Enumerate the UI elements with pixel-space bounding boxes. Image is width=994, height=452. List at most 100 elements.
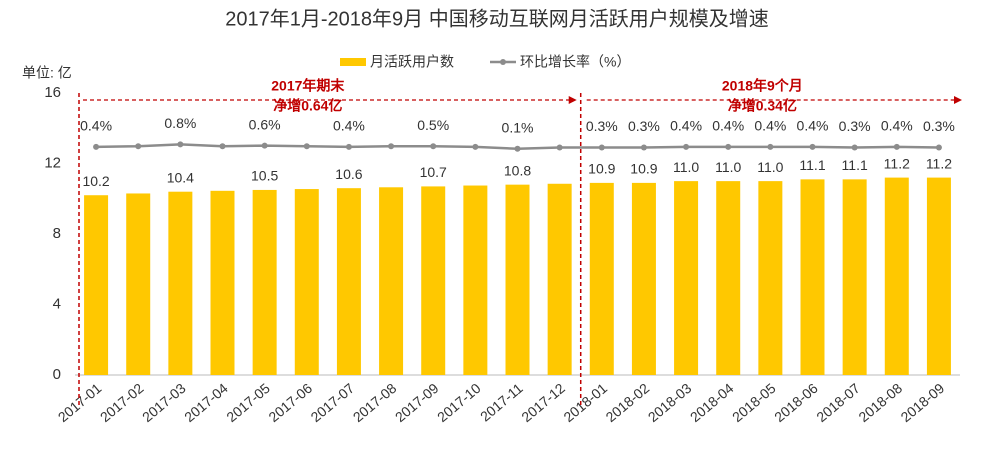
line-value-label: 0.1%	[502, 119, 534, 135]
legend-swatch	[340, 58, 366, 66]
legend-swatch	[500, 59, 506, 65]
legend-label: 环比增长率（%）	[520, 54, 630, 70]
line-point	[851, 144, 858, 151]
bar-value-label: 10.9	[588, 161, 615, 177]
bar	[800, 179, 825, 375]
x-tick-label: 2018-01	[560, 380, 610, 425]
y-tick-label: 16	[44, 84, 61, 101]
x-tick-label: 2017-02	[97, 380, 147, 425]
x-tick-label: 2017-12	[518, 380, 568, 425]
bar	[926, 177, 951, 375]
x-tick-label: 2017-11	[477, 380, 526, 425]
line-point	[725, 143, 732, 150]
line-point	[935, 144, 942, 151]
line-point	[683, 143, 690, 150]
bar-value-label: 10.5	[251, 168, 278, 184]
bar	[505, 184, 530, 375]
x-tick-label: 2018-03	[645, 380, 695, 425]
line-point	[219, 143, 226, 150]
bar	[884, 177, 909, 375]
x-tick-label: 2018-04	[687, 380, 737, 425]
bar	[252, 189, 277, 375]
line-value-label: 0.4%	[670, 118, 702, 134]
chart-title: 2017年1月-2018年9月 中国移动互联网月活跃用户规模及增速	[225, 7, 768, 30]
bar	[84, 195, 109, 375]
arrow-head	[954, 96, 962, 104]
bar-value-label: 11.1	[842, 157, 868, 173]
bar	[758, 181, 783, 375]
bar-value-label: 10.9	[630, 161, 657, 177]
bar	[463, 185, 488, 375]
line-point	[345, 143, 352, 150]
line-value-label: 0.3%	[628, 118, 660, 134]
bar	[674, 181, 699, 375]
line-point	[430, 143, 437, 150]
bar-value-label: 10.2	[82, 173, 109, 189]
x-tick-label: 2018-07	[813, 380, 863, 425]
x-tick-label: 2018-08	[855, 380, 905, 425]
bar	[294, 189, 319, 375]
x-tick-label: 2017-10	[434, 380, 484, 425]
y-tick-label: 12	[44, 154, 61, 171]
arrow-head	[568, 96, 577, 104]
bar	[589, 182, 614, 375]
line-point	[556, 144, 563, 151]
bar-value-label: 11.0	[673, 159, 699, 175]
bar	[379, 187, 404, 375]
y-tick-label: 4	[53, 295, 61, 312]
line-point	[177, 141, 184, 148]
x-tick-label: 2017-05	[223, 380, 273, 425]
annotation: 净增0.64亿	[273, 98, 342, 114]
line-point	[135, 143, 142, 150]
line-point	[598, 144, 605, 151]
line-value-label: 0.8%	[164, 115, 196, 131]
x-tick-label: 2017-06	[265, 380, 315, 425]
x-tick-label: 2017-08	[350, 380, 400, 425]
bar	[421, 186, 446, 375]
line-point	[640, 144, 647, 151]
line-point	[388, 143, 395, 150]
x-tick-label: 2017-03	[139, 380, 189, 425]
bar-value-label: 10.6	[335, 166, 362, 182]
x-tick-label: 2017-04	[181, 380, 231, 425]
line-value-label: 0.4%	[881, 118, 913, 134]
bar	[210, 190, 235, 375]
bar-value-label: 11.0	[757, 159, 783, 175]
legend-label: 月活跃用户数	[370, 54, 454, 70]
bar-value-label: 11.2	[926, 155, 952, 171]
line-point	[514, 145, 521, 152]
bar-value-label: 11.0	[715, 159, 741, 175]
bar	[336, 188, 361, 375]
line-point	[767, 143, 774, 150]
line-value-label: 0.4%	[712, 118, 744, 134]
bar	[547, 183, 572, 375]
line-value-label: 0.4%	[754, 118, 786, 134]
x-tick-label: 2017-09	[392, 380, 442, 425]
x-tick-label: 2018-06	[771, 380, 821, 425]
bar-value-label: 10.7	[420, 164, 447, 180]
unit-label: 单位: 亿	[22, 65, 72, 81]
line-point	[472, 143, 479, 150]
line-point	[893, 143, 900, 150]
line-value-label: 0.4%	[333, 118, 365, 134]
line-point	[303, 143, 310, 150]
annotation: 2017年期末	[271, 78, 345, 94]
line-point	[809, 143, 816, 150]
bar-value-label: 11.2	[884, 155, 910, 171]
line-value-label: 0.4%	[797, 118, 829, 134]
line-value-label: 0.3%	[839, 118, 871, 134]
line-point	[261, 142, 268, 149]
x-tick-label: 2018-02	[603, 380, 653, 425]
bar	[168, 191, 193, 375]
bar-value-label: 11.1	[799, 157, 825, 173]
bar	[126, 193, 151, 375]
line-point	[93, 143, 100, 150]
bar	[631, 182, 656, 375]
annotation: 2018年9个月	[722, 78, 803, 94]
x-tick-label: 2018-09	[898, 380, 948, 425]
bar	[716, 181, 741, 375]
y-tick-label: 0	[53, 366, 61, 383]
x-tick-label: 2017-07	[308, 380, 358, 425]
bar	[842, 179, 867, 375]
